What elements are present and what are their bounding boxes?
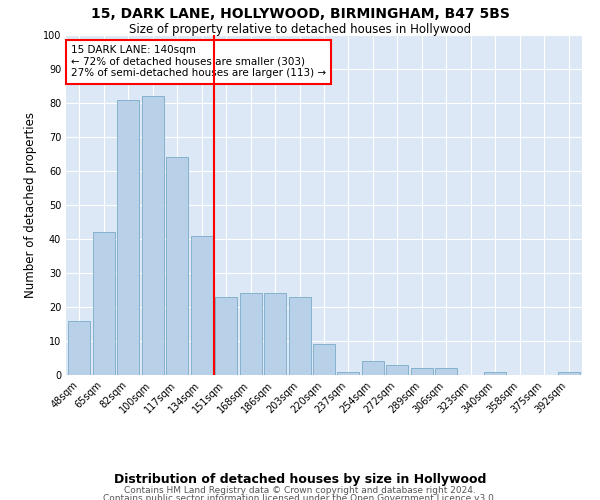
Y-axis label: Number of detached properties: Number of detached properties	[24, 112, 37, 298]
Bar	[386, 365, 409, 375]
Bar	[191, 236, 213, 375]
Text: 15, DARK LANE, HOLLYWOOD, BIRMINGHAM, B47 5BS: 15, DARK LANE, HOLLYWOOD, BIRMINGHAM, B4…	[91, 8, 509, 22]
Text: 15 DARK LANE: 140sqm
← 72% of detached houses are smaller (303)
27% of semi-deta: 15 DARK LANE: 140sqm ← 72% of detached h…	[71, 45, 326, 78]
Text: Distribution of detached houses by size in Hollywood: Distribution of detached houses by size …	[114, 472, 486, 486]
Bar	[264, 294, 286, 375]
Bar	[289, 297, 311, 375]
Bar	[411, 368, 433, 375]
Bar	[484, 372, 506, 375]
Bar	[166, 158, 188, 375]
Bar	[337, 372, 359, 375]
Bar	[118, 100, 139, 375]
Text: Contains public sector information licensed under the Open Government Licence v3: Contains public sector information licen…	[103, 494, 497, 500]
Bar	[239, 294, 262, 375]
Text: Contains HM Land Registry data © Crown copyright and database right 2024.: Contains HM Land Registry data © Crown c…	[124, 486, 476, 495]
Bar	[68, 320, 91, 375]
Bar	[215, 297, 237, 375]
Bar	[142, 96, 164, 375]
Bar	[362, 362, 384, 375]
Bar	[313, 344, 335, 375]
Text: Size of property relative to detached houses in Hollywood: Size of property relative to detached ho…	[129, 22, 471, 36]
Bar	[435, 368, 457, 375]
Bar	[557, 372, 580, 375]
Bar	[93, 232, 115, 375]
